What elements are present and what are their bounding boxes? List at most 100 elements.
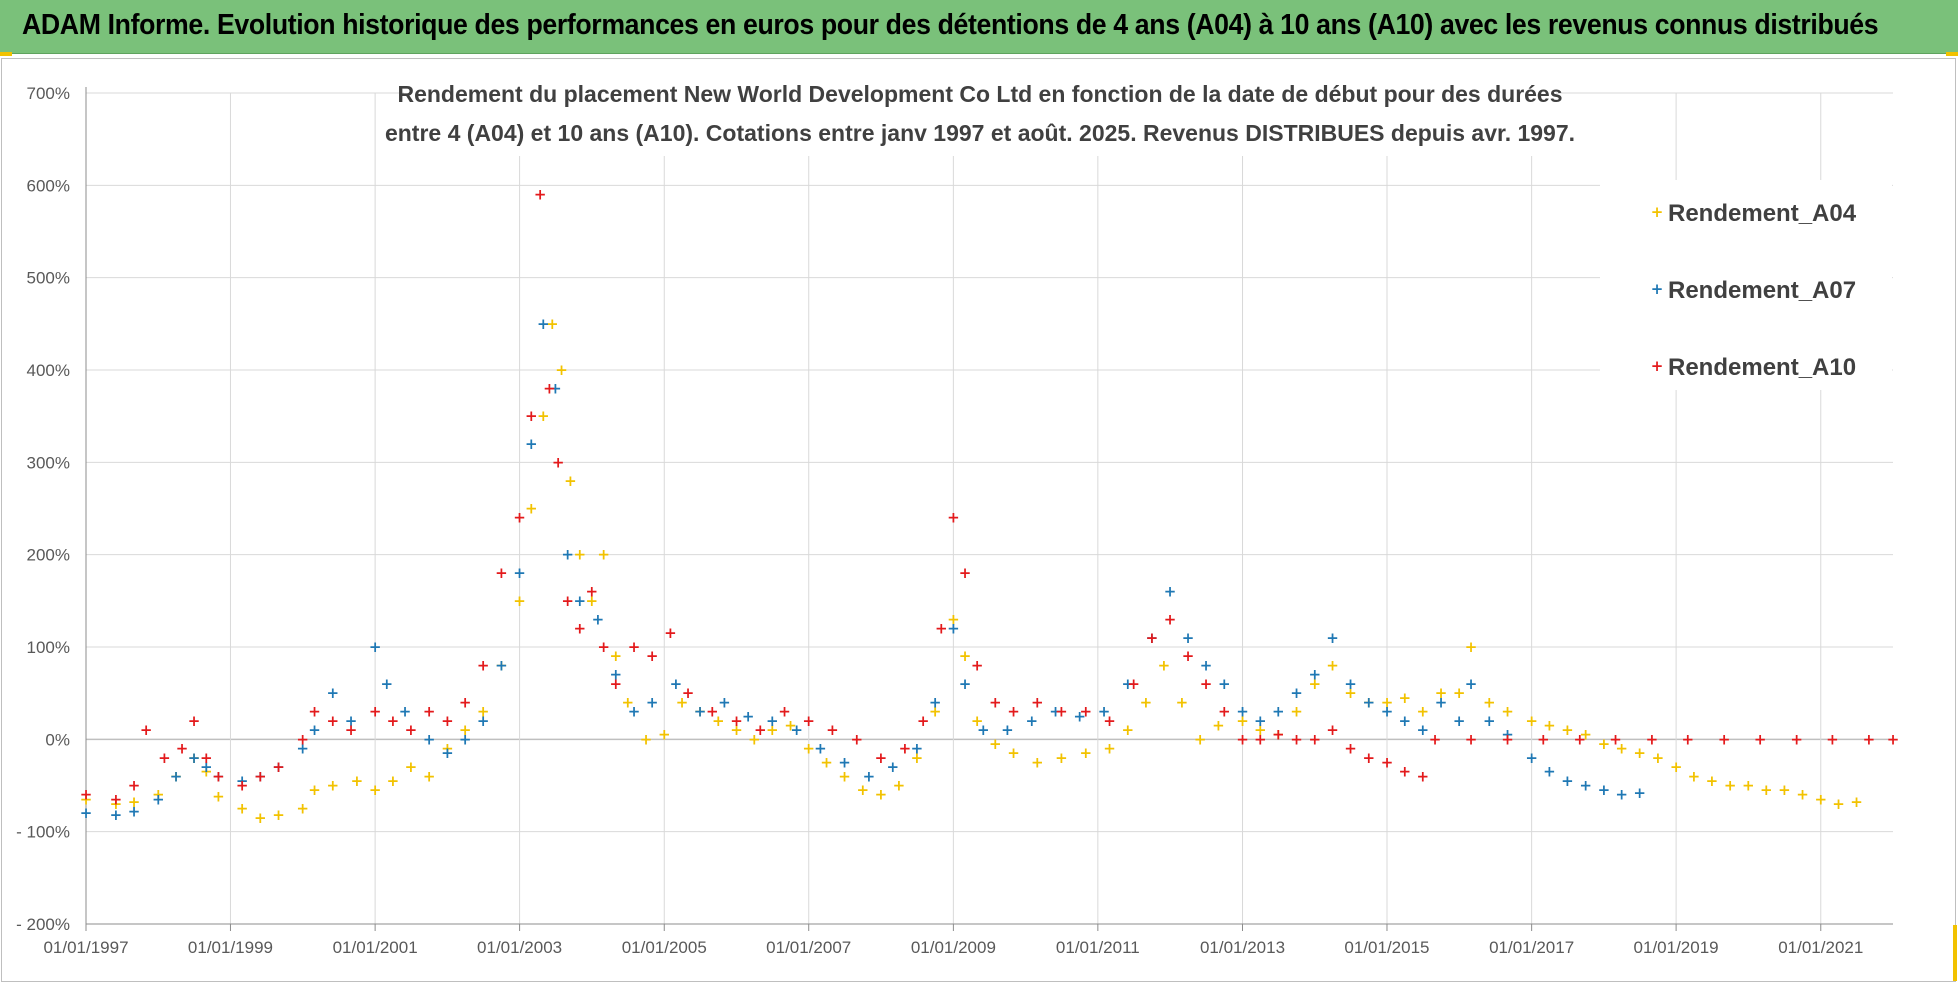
data-point: +	[459, 693, 472, 711]
data-point: +	[1814, 790, 1827, 808]
data-point: +	[1573, 730, 1586, 748]
data-point: +	[1362, 693, 1375, 711]
data-point: +	[188, 749, 201, 767]
data-point: +	[1429, 730, 1442, 748]
data-point: +	[441, 712, 454, 730]
data-point: +	[1140, 693, 1153, 711]
data-point: +	[1182, 647, 1195, 665]
data-point: +	[989, 693, 1002, 711]
data-point: +	[351, 772, 364, 790]
data-point: +	[477, 703, 490, 721]
data-point: +	[212, 767, 225, 785]
data-point: +	[646, 693, 659, 711]
data-point: +	[887, 758, 900, 776]
data-point: +	[1435, 693, 1448, 711]
data-point: +	[381, 675, 394, 693]
x-tick-label: 01/01/2005	[622, 938, 707, 957]
y-tick-label: - 100%	[16, 823, 70, 842]
data-point: +	[1200, 656, 1213, 674]
data-point: +	[838, 753, 851, 771]
data-point: +	[766, 712, 779, 730]
series-Rendement_A10: + + + + + + + + + + + + + + + + + + + + + + + + + + + + + + + + + + + + + + + +…	[80, 186, 1900, 809]
data-point: +	[158, 749, 171, 767]
data-point: +	[387, 712, 400, 730]
data-point: +	[1308, 730, 1321, 748]
data-point: +	[1254, 730, 1267, 748]
data-point: +	[971, 656, 984, 674]
data-point: +	[694, 703, 707, 721]
x-tick-label: 01/01/2015	[1344, 938, 1429, 957]
data-point: +	[1453, 712, 1466, 730]
data-point: +	[1381, 753, 1394, 771]
x-tick-label: 01/01/2017	[1489, 938, 1574, 957]
y-tick-label: 400%	[27, 361, 70, 380]
y-tick-label: 700%	[27, 84, 70, 103]
data-point: +	[459, 721, 472, 739]
data-point: +	[851, 730, 864, 748]
data-point: +	[188, 749, 201, 767]
data-point: +	[1398, 763, 1411, 781]
data-point: +	[609, 647, 622, 665]
data-point: +	[387, 772, 400, 790]
data-point: +	[1525, 749, 1538, 767]
data-point: +	[911, 740, 924, 758]
data-point: +	[573, 592, 586, 610]
data-point: +	[911, 749, 924, 767]
data-point: +	[1850, 793, 1863, 811]
data-point: +	[254, 767, 267, 785]
data-point: +	[80, 804, 93, 822]
data-point: +	[513, 509, 526, 527]
x-tick-label: 01/01/2021	[1778, 938, 1863, 957]
data-point: +	[1615, 786, 1628, 804]
data-point: +	[1501, 730, 1514, 748]
data-point: +	[1326, 721, 1339, 739]
data-point: +	[802, 740, 815, 758]
data-point: +	[658, 726, 671, 744]
data-point: +	[664, 624, 677, 642]
data-point: +	[1561, 721, 1574, 739]
data-point: +	[1007, 744, 1020, 762]
data-point: +	[592, 610, 605, 628]
data-point: +	[917, 712, 930, 730]
data-point: +	[1887, 730, 1900, 748]
data-point: +	[128, 802, 141, 820]
data-point: +	[1146, 629, 1159, 647]
data-point: +	[1158, 656, 1171, 674]
data-point: +	[1742, 777, 1755, 795]
data-point: +	[110, 795, 123, 813]
data-point: +	[525, 500, 538, 518]
data-point: +	[477, 712, 490, 730]
y-tick-label: - 200%	[16, 915, 70, 934]
data-point: +	[1164, 610, 1177, 628]
data-point: +	[236, 800, 249, 818]
data-point: +	[1055, 703, 1068, 721]
data-point: +	[875, 786, 888, 804]
data-point: +	[730, 721, 743, 739]
data-point: +	[959, 675, 972, 693]
legend-label: Rendement_A10	[1668, 354, 1856, 381]
data-point: +	[989, 735, 1002, 753]
data-point: +	[170, 767, 183, 785]
data-point: +	[947, 610, 960, 628]
data-point: +	[1182, 629, 1195, 647]
data-point: +	[875, 749, 888, 767]
data-point: +	[188, 712, 201, 730]
data-point: +	[1706, 772, 1719, 790]
legend-marker: +	[1651, 357, 1664, 375]
data-point: +	[549, 379, 562, 397]
y-tick-label: 600%	[27, 176, 70, 195]
data-point: +	[1537, 730, 1550, 748]
legend-label: Rendement_A04	[1668, 200, 1857, 227]
data-point: +	[1543, 716, 1556, 734]
data-point: +	[1453, 684, 1466, 702]
data-point: +	[513, 564, 526, 582]
y-tick-label: 200%	[27, 546, 70, 565]
data-point: +	[1754, 730, 1767, 748]
data-point: +	[1025, 712, 1038, 730]
data-point: +	[1073, 707, 1086, 725]
data-point: +	[1031, 753, 1044, 771]
corner-mark-top-left	[0, 52, 12, 56]
data-point: +	[899, 740, 912, 758]
data-point: +	[1308, 675, 1321, 693]
